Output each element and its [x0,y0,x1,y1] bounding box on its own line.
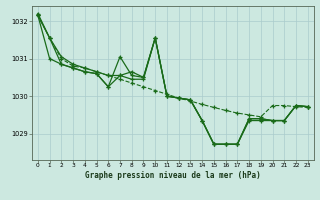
X-axis label: Graphe pression niveau de la mer (hPa): Graphe pression niveau de la mer (hPa) [85,171,261,180]
